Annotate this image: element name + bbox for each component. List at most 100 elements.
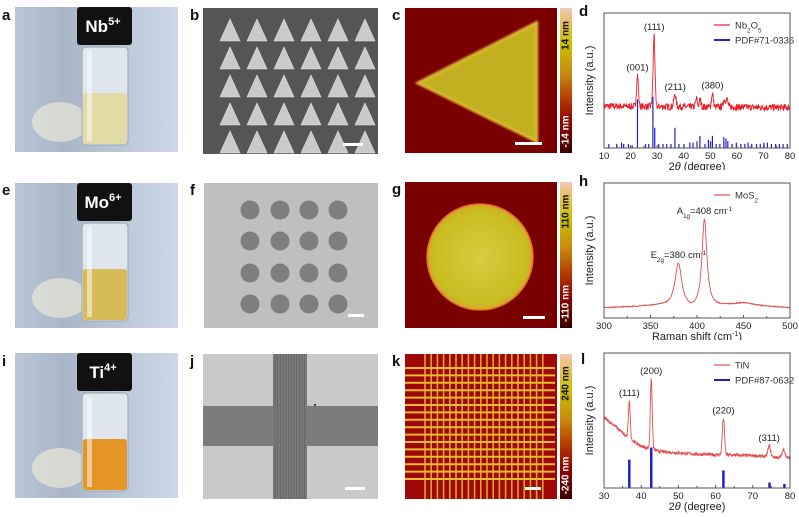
liquid [83,93,127,144]
panel-label-h: h [579,173,589,190]
triangle-feature [219,102,241,126]
xrd-chart-tin: 30 40 50 60 70 80 2θ (degree) Intensity (a.u.) T… [584,352,796,513]
triangle-feature [327,74,349,98]
triangle-feature [300,130,322,154]
afm-grid [405,354,557,499]
x-tick-label: 40 [678,151,689,162]
ion-label: Mo6+ [84,192,121,212]
triangle-feature [246,46,268,70]
panel-label-d: d [579,3,589,20]
circle-feature [270,294,290,314]
legend-entry: PDF#71-0336 [735,36,794,47]
x-tick-label: 20 [625,151,636,162]
x-tick-label: 80 [785,151,796,162]
legend-entry: PDF#87-0632 [735,376,794,387]
triangle-feature [273,102,295,126]
optical-cross-pattern [203,354,378,499]
triangle-feature [327,46,349,70]
colorbar-max: 110 nm [560,194,572,229]
x-tick-label: 60 [732,151,743,162]
triangle-feature [300,46,322,70]
vial-photo-nb: Nb5+ [15,7,178,152]
x-tick-label: 500 [782,321,798,332]
triangle-feature [246,18,268,42]
triangle-feature [300,74,322,98]
x-tick-label: 50 [705,151,716,162]
circle-feature [328,294,348,314]
x-tick-label: 40 [636,491,647,502]
peak-annotation: (220) [712,405,734,416]
vial-cap [77,353,132,391]
y-axis-label: Intensity (a.u.) [584,386,596,456]
colorbar-max: 14 nm [560,21,572,50]
triangle-feature [354,46,376,70]
peak-annotation: (311) [758,433,779,444]
circle-feature [240,200,260,220]
circle-feature [240,231,260,251]
circle-feature [299,263,319,283]
raman-chart-mos2: 300 350 400 450 500 Raman shift (cm-1) Intensi… [584,182,798,340]
liquid [83,269,127,320]
plot-frame [603,352,791,489]
x-axis-label: 2θ (degree) [669,501,726,513]
peak-annotation: (001) [626,62,648,73]
x-tick-label: 350 [643,321,659,332]
circle-feature [328,200,348,220]
triangle-feature [219,74,241,98]
triangle-feature [273,130,295,154]
vial-cap [77,7,132,45]
x-tick-label: 80 [785,491,796,502]
x-tick-label: 400 [689,321,705,332]
colorbar-k: 240 nm -240 nm [560,354,572,499]
circle-feature [299,231,319,251]
legend-entry: MoS2 [735,191,759,205]
circle-feature [299,200,319,220]
peak-annotation: (380) [701,80,723,91]
panel-label-i: i [2,353,7,370]
scale-bar [525,487,541,490]
circle-feature [299,294,319,314]
peak-annotation: (111) [619,388,640,399]
data-curve [603,218,791,310]
triangle-feature [246,130,268,154]
x-tick-label: 60 [710,491,721,502]
afm-circle [405,182,557,328]
plot-frame [603,12,791,149]
x-tick-label: 70 [748,491,759,502]
peak-annotation: E2g=380 cm-1 [651,250,707,264]
x-tick-label: 10 [599,151,610,162]
triangle-feature [327,18,349,42]
ion-label: Nb5+ [85,16,120,36]
colorbar-min: -240 nm [560,456,572,495]
vial-photo-mo: Mo6+ [15,183,178,328]
data-curve [603,33,791,113]
triangle-feature [219,130,241,154]
panel-label-a: a [2,7,11,24]
triangle-feature [354,130,376,154]
x-tick-label: 30 [599,491,610,502]
circle-feature [240,294,260,314]
colorbar-max: 240 nm [560,366,572,401]
peak-annotation: (111) [644,22,665,33]
triangle-feature [219,18,241,42]
triangle-feature [354,74,376,98]
data-curve [603,378,791,460]
triangle-feature [300,18,322,42]
x-axis-label: 2θ (degree) [669,161,726,170]
circle-feature [328,231,348,251]
colorbar-min: -110 nm [560,284,572,323]
colorbar-c: 14 nm -14 nm [560,8,572,153]
x-tick-label: 50 [673,491,684,502]
vial-cap [77,183,132,221]
triangle-feature [300,102,322,126]
circle-feature [270,263,290,283]
x-tick-label: 300 [596,321,612,332]
peak-annotation: A1g=408 cm-1 [677,206,733,220]
legend-entry: TiN [735,361,750,372]
triangle-feature [327,130,349,154]
vial-photo-ti: Ti4+ [15,353,178,498]
triangle-feature [354,102,376,126]
panel-label-k: k [392,353,401,370]
x-tick-label: 30 [652,151,663,162]
panel-label-e: e [2,182,11,199]
